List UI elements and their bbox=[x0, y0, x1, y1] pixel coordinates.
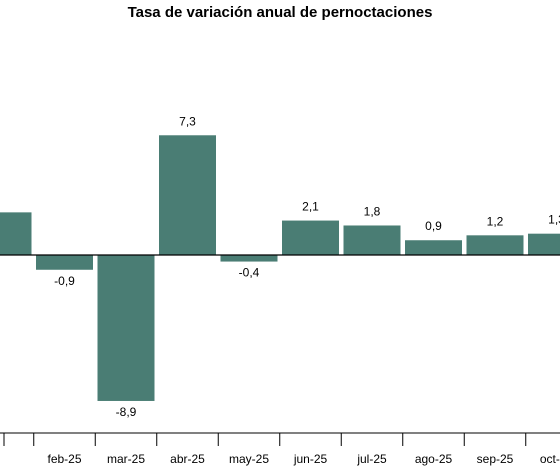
value-label-feb-25: -0,9 bbox=[54, 274, 75, 288]
value-label-may-25: -0,4 bbox=[239, 266, 260, 280]
tick-label-abr-25: abr-25 bbox=[170, 452, 205, 466]
bar-jun-25 bbox=[282, 220, 339, 255]
value-label-oct-25: 1,3 bbox=[548, 213, 560, 227]
bar-ago-25 bbox=[405, 240, 462, 255]
value-label-ago-25: 0,9 bbox=[425, 219, 442, 233]
chart-title: Tasa de variación anual de pernoctacione… bbox=[127, 4, 433, 21]
bar-sep-25 bbox=[466, 235, 524, 255]
tick-label-jul-25: jul-25 bbox=[356, 452, 387, 466]
tick-label-feb-25: feb-25 bbox=[47, 452, 81, 466]
value-label-abr-25: 7,3 bbox=[179, 114, 196, 128]
bar-may-25 bbox=[220, 255, 278, 262]
value-label-sep-25: 1,2 bbox=[487, 214, 504, 228]
tick-label-sep-25: sep-25 bbox=[477, 452, 514, 466]
tick-label-oct-25: oct-25 bbox=[540, 452, 560, 466]
bar-abr-25 bbox=[159, 135, 216, 255]
value-label-mar-25: -8,9 bbox=[116, 405, 137, 419]
value-label-jun-25: 2,1 bbox=[302, 200, 319, 214]
tick-label-jun-25: jun-25 bbox=[293, 452, 328, 466]
tick-label-may-25: may-25 bbox=[229, 452, 269, 466]
bar-oct-25 bbox=[528, 233, 560, 255]
bar-feb-25 bbox=[36, 255, 93, 270]
bar-ene-25 bbox=[0, 212, 32, 255]
value-label-jul-25: 1,8 bbox=[364, 204, 381, 218]
tick-label-mar-25: mar-25 bbox=[107, 452, 145, 466]
bar-jul-25 bbox=[343, 225, 401, 255]
tick-label-ago-25: ago-25 bbox=[415, 452, 453, 466]
bar-mar-25 bbox=[97, 255, 155, 401]
